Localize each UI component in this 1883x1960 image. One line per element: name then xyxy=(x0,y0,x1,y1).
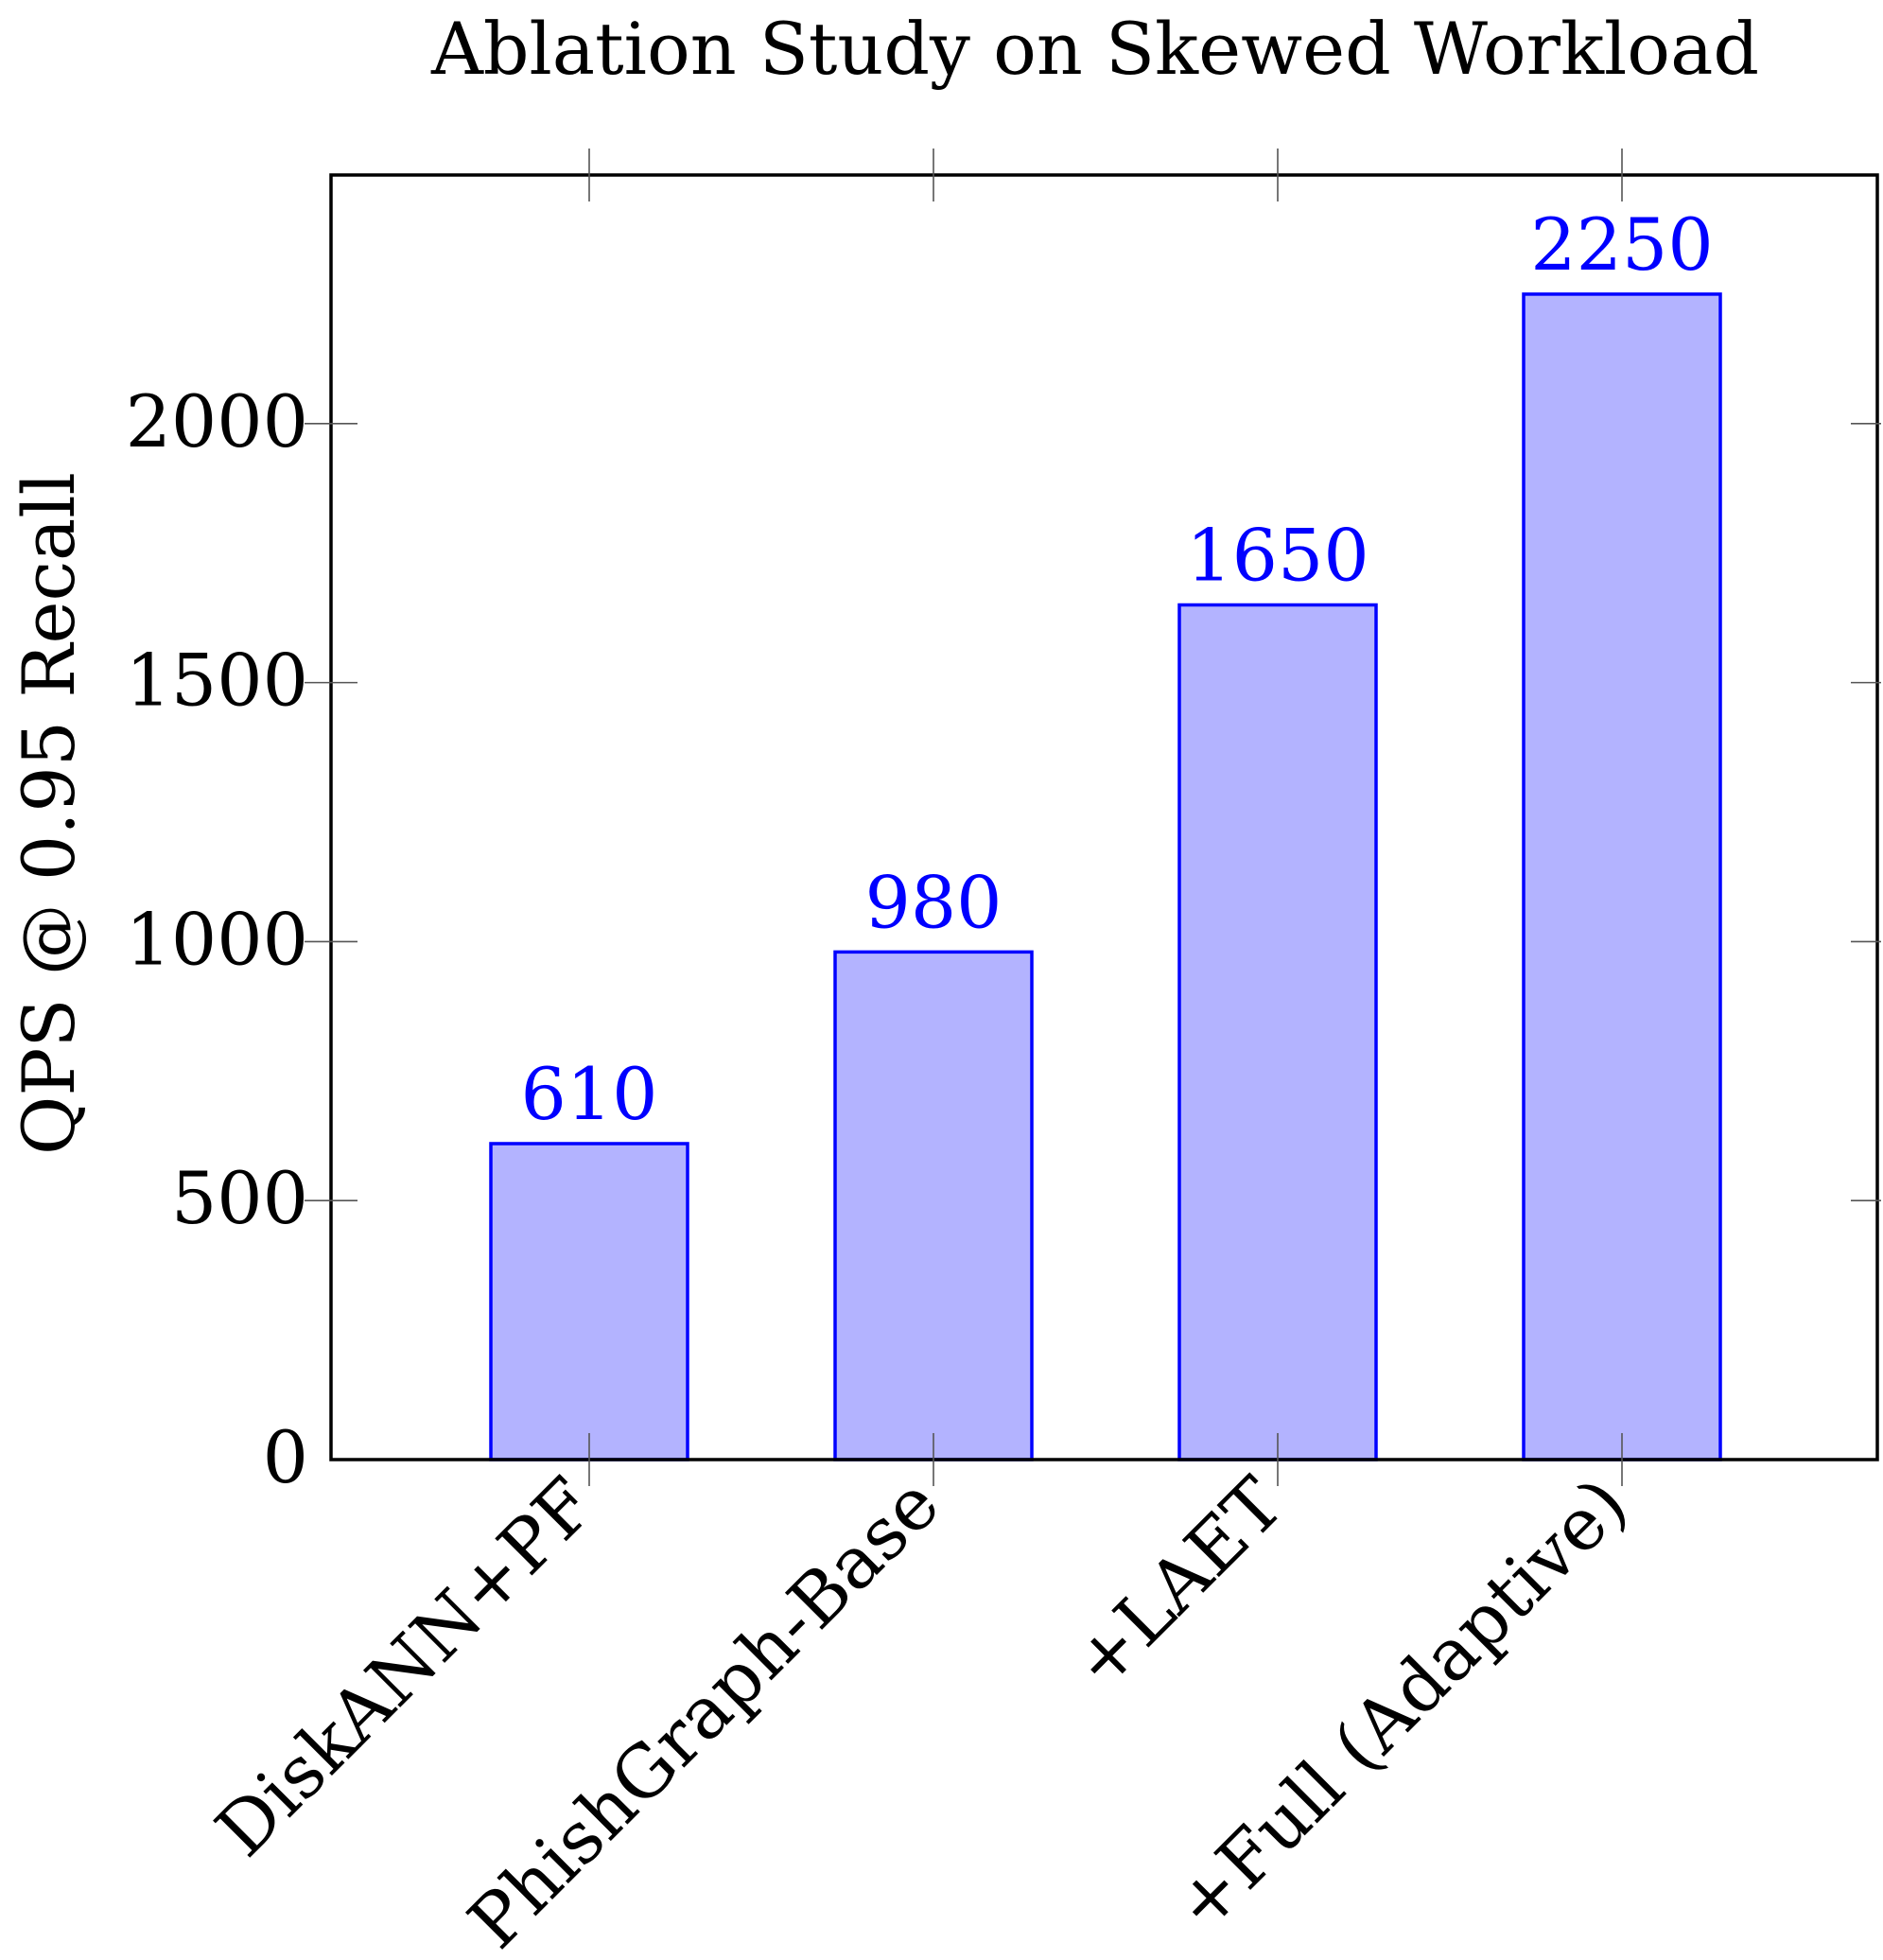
y-tick-label: 1500 xyxy=(126,639,308,723)
plot-area: 050010001500200061098016502250DiskANN+PF… xyxy=(126,149,1881,1960)
bar xyxy=(1177,603,1378,1461)
bar xyxy=(489,1142,689,1461)
data-label: 2250 xyxy=(1530,202,1713,287)
plot-frame xyxy=(329,173,1879,1461)
y-tick-label: 500 xyxy=(171,1156,308,1240)
y-tick-label: 2000 xyxy=(126,379,308,464)
chart-title: Ablation Study on Skewed Workload xyxy=(430,7,1759,91)
x-tick-label: +LAET xyxy=(1055,1461,1299,1706)
y-tick-label: 0 xyxy=(263,1415,308,1499)
bar xyxy=(833,950,1034,1461)
y-axis-label: QPS @ 0.95 Recall xyxy=(7,472,91,1155)
data-label: 980 xyxy=(864,860,1002,944)
y-tick-label: 1000 xyxy=(126,897,308,981)
bar xyxy=(1522,292,1722,1461)
data-label: 1650 xyxy=(1186,513,1369,597)
data-label: 610 xyxy=(520,1052,657,1136)
